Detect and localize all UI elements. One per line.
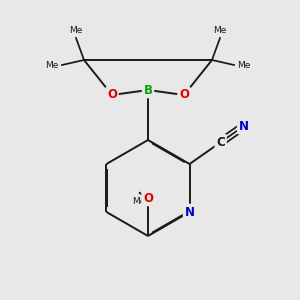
Text: O: O [107,88,117,101]
Text: C: C [216,136,225,149]
Text: N: N [184,206,195,218]
Text: Me: Me [213,26,227,35]
Text: O: O [143,191,153,205]
Text: Me: Me [69,26,83,35]
Text: N: N [238,120,249,133]
Text: Me: Me [132,197,146,206]
Text: Me: Me [46,61,59,70]
Text: O: O [179,88,189,101]
Text: Me: Me [237,61,250,70]
Text: B: B [143,83,152,97]
